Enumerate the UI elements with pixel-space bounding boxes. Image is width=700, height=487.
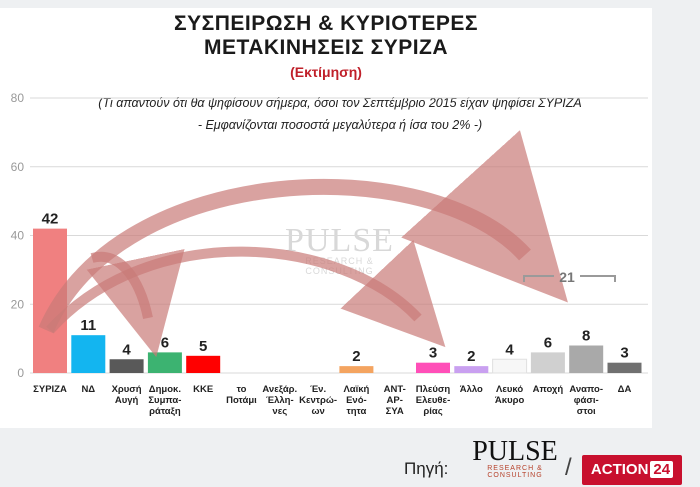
data-label: 3 [429,345,437,362]
data-label: 5 [199,338,207,355]
bar [454,366,489,373]
x-tick-label: ΔΑ [618,384,632,395]
action24-logo: ACTION 24 [582,455,682,485]
y-tick-label: 60 [11,160,25,174]
chart-title-line2: ΜΕΤΑΚΙΝΗΣΕΙΣ ΣΥΡΙΖΑ [203,36,449,59]
data-label: 4 [505,341,514,358]
flow-arrow-to-dimokratiki [86,248,185,358]
data-label: 2 [352,348,360,365]
x-tick-label: ΚΚΕ [193,384,213,395]
data-label: 11 [80,317,96,334]
data-label: 8 [582,328,590,345]
bracket-label: 21 [559,269,575,285]
x-tick-label: Άλλο [460,384,483,395]
bar [71,335,106,373]
data-label: 42 [42,211,59,228]
x-tick-label: ΝΔ [81,384,95,395]
footer-separator: / [565,454,572,481]
data-label: 4 [122,341,131,358]
x-tick-label: ΣΥΡΙΖΑ [33,384,67,395]
bar [339,366,374,373]
bar [109,359,144,373]
data-label: 6 [544,334,552,351]
chart-note-line1: (Τι απαντούν ότι θα ψηφίσουν σήμερα, όσο… [98,96,582,110]
data-label: 2 [467,348,475,365]
x-tick-label: το Ποτάμι [226,384,257,406]
pulse-logo-sub: RESEARCH & CONSULTING [487,465,543,479]
pulse-logo-main: PULSE [472,436,558,467]
abstention-bracket: 21 [523,269,616,285]
bar [186,355,221,373]
chart-note-line2: - Εμφανίζονται ποσοστά μεγαλύτερα ή ίσα … [197,118,483,132]
y-tick-label: 0 [17,366,24,380]
bars: 42 11 4 6 5 2 3 2 4 6 8 3 [33,211,642,374]
action24-text: ACTION [590,461,649,478]
x-axis-labels: ΣΥΡΙΖΑ ΝΔ Χρυσή Αυγή Δημοκ. Συμπα-ράταξη ΚΚΕ το… [33,384,631,417]
bar [492,358,528,374]
bar [530,352,565,373]
x-tick-label: Λαϊκή Ενό-τητα [343,384,369,417]
x-tick-label: Λευκό Άκυρο [495,384,525,406]
y-tick-label: 80 [11,91,25,105]
bar [416,362,450,373]
x-tick-label: Αποχή [533,384,564,395]
flow-arrows [38,130,569,358]
y-tick-label: 20 [11,297,25,311]
x-tick-label: Ανεξάρ. Έλλη-νες [262,384,297,417]
chart-title-line1: ΣΥΣΠΕΙΡΩΣΗ & ΚΥΡΙΟΤΕΡΕΣ [174,12,478,35]
chart-subtitle: (Εκτίμηση) [290,64,362,80]
pulse-logo: PULSE RESEARCH & CONSULTING [470,436,560,484]
data-label: 6 [161,334,169,351]
y-tick-label: 40 [11,229,25,243]
action24-number: 24 [650,461,674,478]
bar [607,362,642,373]
x-tick-label: Πλεύση Ελευθε-ρίας [416,384,451,417]
x-tick-label: ΑΝΤ-ΑΡ-ΣΥΑ [384,384,406,417]
y-axis: 0 20 40 60 80 [11,91,25,380]
bar [569,345,604,373]
x-tick-label: Αναπο-φάσι-στοι [569,384,603,417]
x-tick-label: Έν. Κεντρώ-ων [299,384,337,417]
data-label: 3 [620,345,628,362]
bar [147,352,182,373]
x-tick-label: Χρυσή Αυγή [112,384,142,406]
x-tick-label: Δημοκ. Συμπα-ράταξη [148,384,181,417]
source-label: Πηγή: [404,459,449,478]
